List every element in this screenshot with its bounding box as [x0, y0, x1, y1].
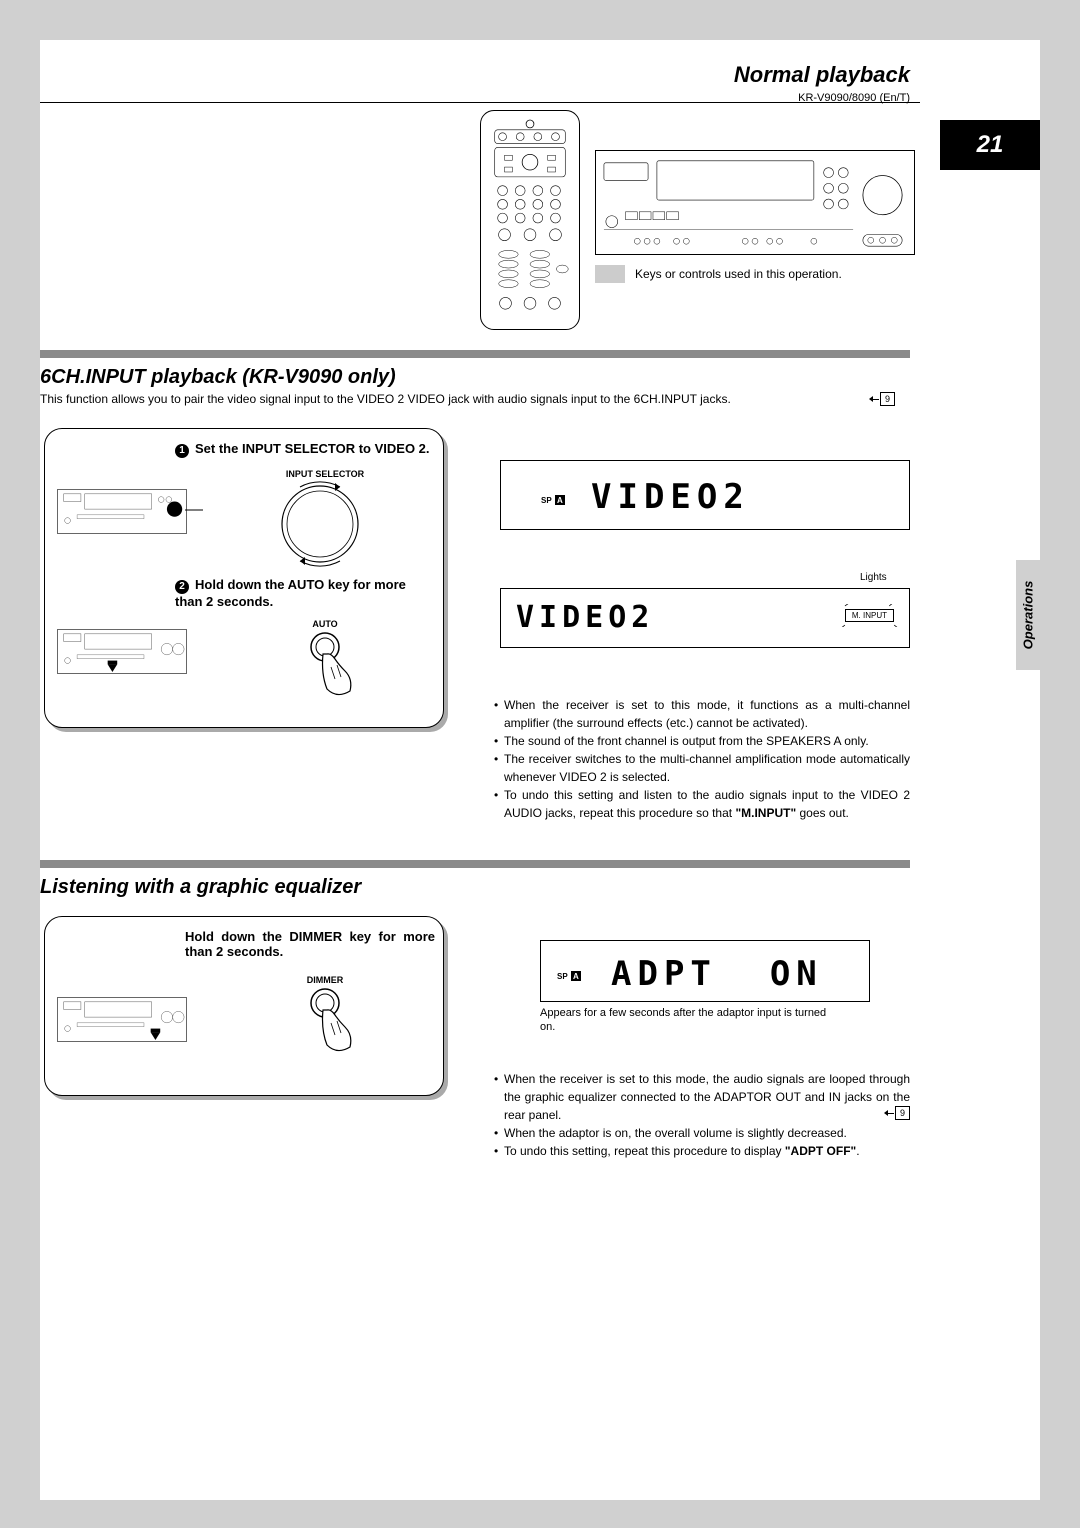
finger-press-icon-2	[295, 985, 365, 1068]
legend-text: Keys or controls used in this operation.	[635, 267, 842, 281]
step1-label: 1 Set the INPUT SELECTOR to VIDEO 2.	[175, 441, 435, 458]
mini-receiver-3	[57, 997, 187, 1042]
side-tab: Operations	[1016, 560, 1040, 670]
section-rule	[40, 350, 910, 358]
lights-label: Lights	[860, 572, 887, 583]
section2-title: Listening with a graphic equalizer	[40, 876, 361, 899]
pointer-line-icon	[185, 501, 203, 519]
legend-swatch	[595, 265, 625, 283]
svg-text:VIDEO2: VIDEO2	[591, 477, 750, 517]
finger-press-icon	[295, 629, 365, 712]
display-video2-2: VIDEO2 M. INPUT	[500, 588, 910, 648]
mini-receiver-1	[57, 489, 187, 534]
dimmer-label: DIMMER	[295, 975, 355, 985]
display-caption: Appears for a few seconds after the adap…	[540, 1006, 840, 1035]
page-number: 21	[940, 120, 1040, 170]
step-box-1: 1 Set the INPUT SELECTOR to VIDEO 2. INPU…	[44, 428, 444, 728]
step-box-2: Hold down the DIMMER key for more than 2…	[44, 916, 444, 1096]
receiver-illustration	[595, 150, 915, 255]
section1-desc-text: This function allows you to pair the vid…	[40, 392, 731, 406]
ref-number-2: 9	[900, 1108, 905, 1118]
step-eq-text: Hold down the DIMMER key for more than 2…	[185, 929, 435, 959]
page-title: Normal playback	[734, 62, 910, 88]
svg-text:VIDEO2: VIDEO2	[516, 600, 654, 635]
auto-label: AUTO	[295, 619, 355, 629]
bullet: When the receiver is set to this mode, i…	[494, 696, 910, 732]
mini-receiver-2	[57, 629, 187, 674]
display-adpt: SP A ADPT ON	[540, 940, 870, 1002]
section1-desc: This function allows you to pair the vid…	[40, 392, 850, 408]
bullet: When the receiver is set to this mode, t…	[494, 1070, 910, 1124]
page-ref-1: 9	[870, 392, 895, 406]
svg-text:A: A	[557, 496, 563, 505]
svg-text:SP: SP	[557, 972, 568, 981]
m-input-text: M. INPUT	[852, 611, 887, 620]
header-rule	[40, 102, 920, 103]
m-input-badge: M. INPUT	[845, 609, 894, 622]
step2-text: Hold down the AUTO key for more than 2 s…	[175, 577, 406, 609]
bullet: When the adaptor is on, the overall volu…	[494, 1124, 910, 1142]
section-rule-2	[40, 860, 910, 868]
step-eq-label: Hold down the DIMMER key for more than 2…	[185, 929, 435, 959]
bullet: To undo this setting, repeat this proced…	[494, 1142, 910, 1160]
svg-text:SP: SP	[541, 496, 552, 505]
side-tab-label: Operations	[1021, 581, 1036, 650]
input-selector-label: INPUT SELECTOR	[275, 469, 375, 479]
step-number-1: 1	[175, 444, 189, 458]
section1-title: 6CH.INPUT playback (KR-V9090 only)	[40, 366, 396, 389]
page-ref-2: 9	[885, 1106, 910, 1120]
ref-number: 9	[885, 394, 890, 404]
step2-label: 2Hold down the AUTO key for more than 2 …	[175, 577, 435, 609]
svg-text:A: A	[573, 972, 579, 981]
step1-text: Set the INPUT SELECTOR to VIDEO 2.	[195, 441, 430, 456]
bullet: The receiver switches to the multi-chann…	[494, 750, 910, 786]
remote-illustration	[480, 110, 580, 330]
input-selector-knob	[265, 479, 375, 572]
bullet: The sound of the front channel is output…	[494, 732, 910, 750]
display-video2-1: SP A VIDEO2	[500, 460, 910, 530]
section1-bullets: When the receiver is set to this mode, i…	[494, 696, 910, 822]
svg-text:ADPT ON: ADPT ON	[611, 954, 823, 994]
legend: Keys or controls used in this operation.	[595, 265, 842, 283]
bullet: To undo this setting and listen to the a…	[494, 786, 910, 822]
section2-bullets: When the receiver is set to this mode, t…	[494, 1070, 910, 1160]
step-number-2: 2	[175, 580, 189, 594]
